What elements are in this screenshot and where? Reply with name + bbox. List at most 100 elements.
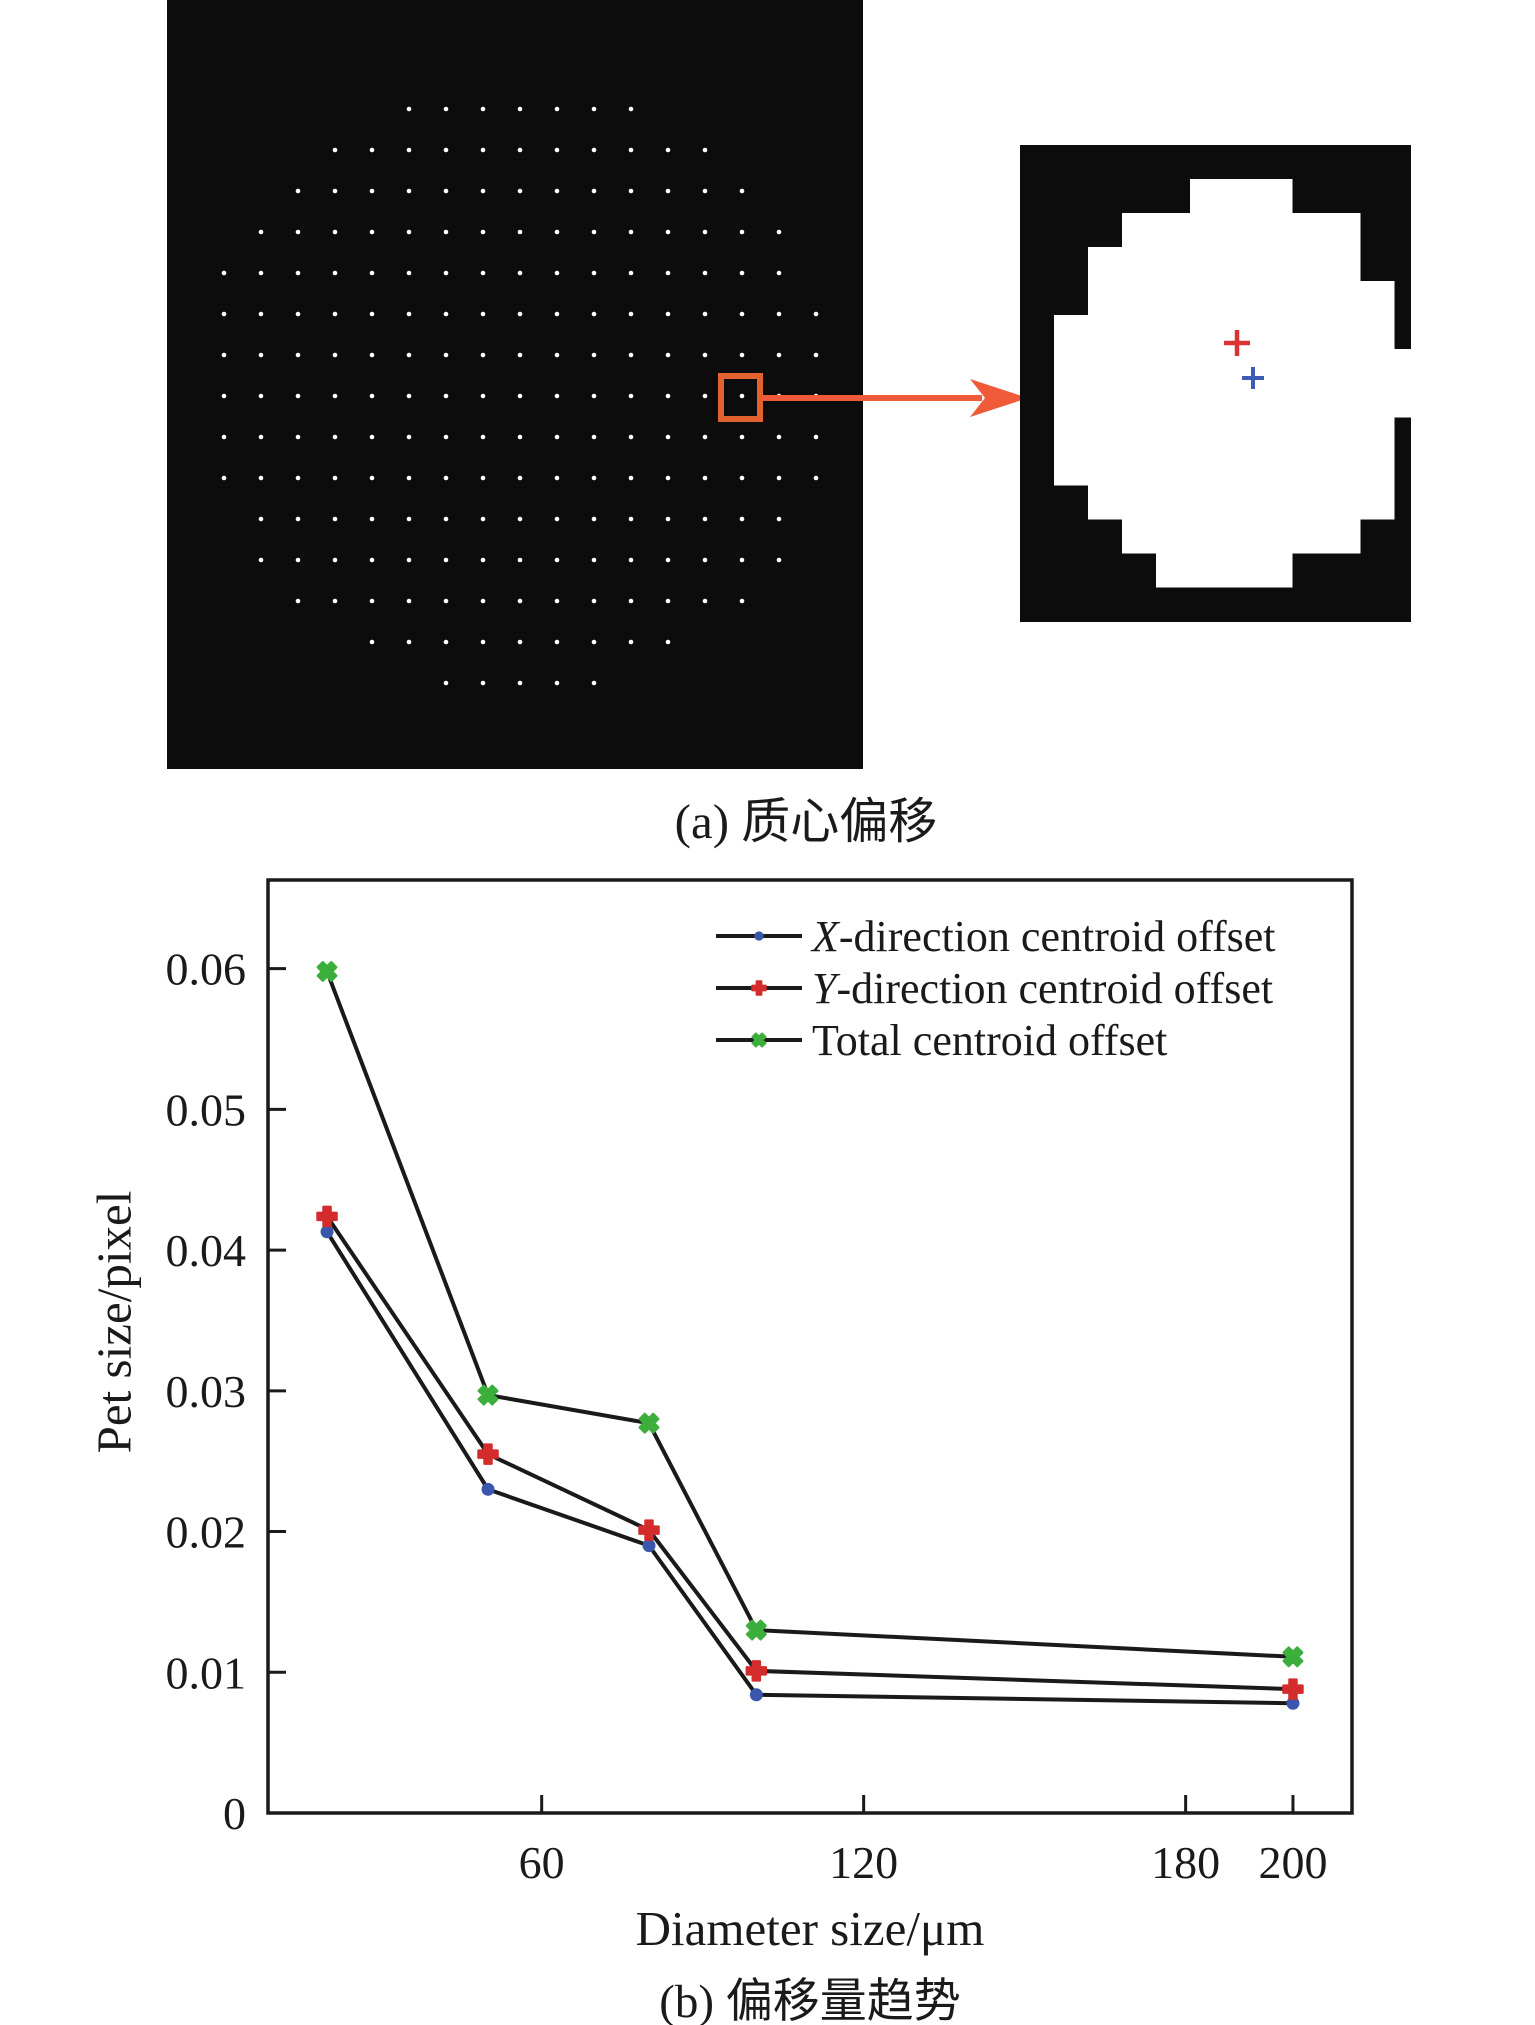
grid-dot bbox=[480, 475, 486, 481]
grid-dot bbox=[776, 352, 782, 358]
grid-dot bbox=[369, 598, 375, 604]
grid-dot bbox=[665, 475, 671, 481]
grid-dot bbox=[554, 639, 560, 645]
grid-dot bbox=[258, 270, 264, 276]
spot-pixel bbox=[1258, 281, 1293, 316]
marker-x_filled bbox=[745, 1619, 767, 1641]
spot-pixel bbox=[1054, 315, 1089, 350]
grid-dot bbox=[776, 557, 782, 563]
grid-dot bbox=[591, 147, 597, 153]
grid-dot bbox=[480, 516, 486, 522]
grid-dot bbox=[406, 352, 412, 358]
grid-dot bbox=[295, 229, 301, 235]
grid-dot bbox=[517, 598, 523, 604]
spot-pixel bbox=[1258, 451, 1293, 486]
spot-pixel bbox=[1394, 383, 1411, 418]
grid-dot bbox=[702, 311, 708, 317]
spot-pixel bbox=[1258, 179, 1293, 214]
marker-plus_filled bbox=[745, 1660, 768, 1682]
grid-dot bbox=[665, 147, 671, 153]
grid-dot bbox=[517, 680, 523, 686]
spot-pixel bbox=[1190, 519, 1225, 554]
spot-pixel bbox=[1258, 247, 1293, 282]
grid-dot bbox=[295, 352, 301, 358]
grid-dot bbox=[295, 393, 301, 399]
grid-dot bbox=[517, 434, 523, 440]
spot-pixel bbox=[1156, 213, 1191, 248]
grid-dot bbox=[332, 147, 338, 153]
grid-dot bbox=[295, 311, 301, 317]
grid-dot bbox=[554, 106, 560, 112]
grid-dot bbox=[702, 516, 708, 522]
spot-pixel bbox=[1292, 315, 1327, 350]
grid-dot bbox=[665, 229, 671, 235]
y-tick-label: 0.02 bbox=[166, 1507, 247, 1558]
spot-pixel bbox=[1156, 417, 1191, 452]
grid-dot bbox=[406, 639, 412, 645]
grid-dot bbox=[776, 229, 782, 235]
marker-circle bbox=[749, 1688, 763, 1702]
grid-dot bbox=[480, 393, 486, 399]
grid-dot bbox=[739, 598, 745, 604]
grid-dot bbox=[517, 557, 523, 563]
spot-pixel bbox=[1088, 383, 1123, 418]
spot-pixel bbox=[1360, 451, 1395, 486]
grid-dot bbox=[406, 475, 412, 481]
y-tick-label: 0.06 bbox=[166, 944, 247, 995]
grid-dot bbox=[443, 106, 449, 112]
spot-pixel bbox=[1326, 451, 1361, 486]
grid-dot bbox=[591, 311, 597, 317]
grid-dot bbox=[554, 598, 560, 604]
legend-label: Total centroid offset bbox=[812, 1016, 1167, 1065]
grid-dot bbox=[332, 516, 338, 522]
spot-pixel bbox=[1156, 281, 1191, 316]
spot-pixel bbox=[1292, 417, 1327, 452]
spot-pixel bbox=[1122, 349, 1157, 384]
spot-pixel bbox=[1360, 383, 1395, 418]
spot-pixel bbox=[1326, 247, 1361, 282]
red-centroid-cross bbox=[1224, 330, 1250, 356]
grid-dot bbox=[739, 311, 745, 317]
grid-dot bbox=[406, 393, 412, 399]
spot-pixel bbox=[1054, 451, 1089, 486]
grid-dot bbox=[813, 352, 819, 358]
x-tick-label: 200 bbox=[1258, 1837, 1327, 1888]
grid-dot bbox=[776, 311, 782, 317]
spot-pixel bbox=[1258, 417, 1293, 452]
spot-pixel bbox=[1088, 281, 1123, 316]
spot-pixel bbox=[1156, 485, 1191, 520]
grid-dot bbox=[369, 475, 375, 481]
grid-dot bbox=[739, 270, 745, 276]
spot-pixel bbox=[1292, 383, 1327, 418]
spot-pixel bbox=[1122, 383, 1157, 418]
grid-dot bbox=[369, 229, 375, 235]
spot-pixel bbox=[1258, 383, 1293, 418]
grid-dot bbox=[628, 311, 634, 317]
grid-dot bbox=[517, 475, 523, 481]
grid-dot bbox=[517, 106, 523, 112]
spot-pixel bbox=[1326, 315, 1361, 350]
grid-dot bbox=[776, 270, 782, 276]
grid-dot bbox=[295, 557, 301, 563]
grid-dot bbox=[443, 557, 449, 563]
grid-dot bbox=[295, 475, 301, 481]
grid-dot bbox=[443, 311, 449, 317]
grid-dot bbox=[813, 475, 819, 481]
grid-dot bbox=[517, 393, 523, 399]
grid-dot bbox=[665, 598, 671, 604]
grid-dot bbox=[258, 229, 264, 235]
grid-dot bbox=[628, 106, 634, 112]
grid-dot bbox=[221, 311, 227, 317]
spot-pixel bbox=[1224, 281, 1259, 316]
spot-pixel bbox=[1088, 315, 1123, 350]
grid-dot bbox=[628, 393, 634, 399]
spot-pixel bbox=[1190, 553, 1225, 588]
spot-pixel bbox=[1122, 417, 1157, 452]
grid-dot bbox=[665, 352, 671, 358]
grid-dot bbox=[443, 352, 449, 358]
series-line bbox=[325, 970, 1294, 1659]
grid-dot bbox=[369, 311, 375, 317]
grid-dot bbox=[739, 352, 745, 358]
y-tick-label: 0.05 bbox=[166, 1084, 247, 1135]
grid-dot bbox=[480, 557, 486, 563]
